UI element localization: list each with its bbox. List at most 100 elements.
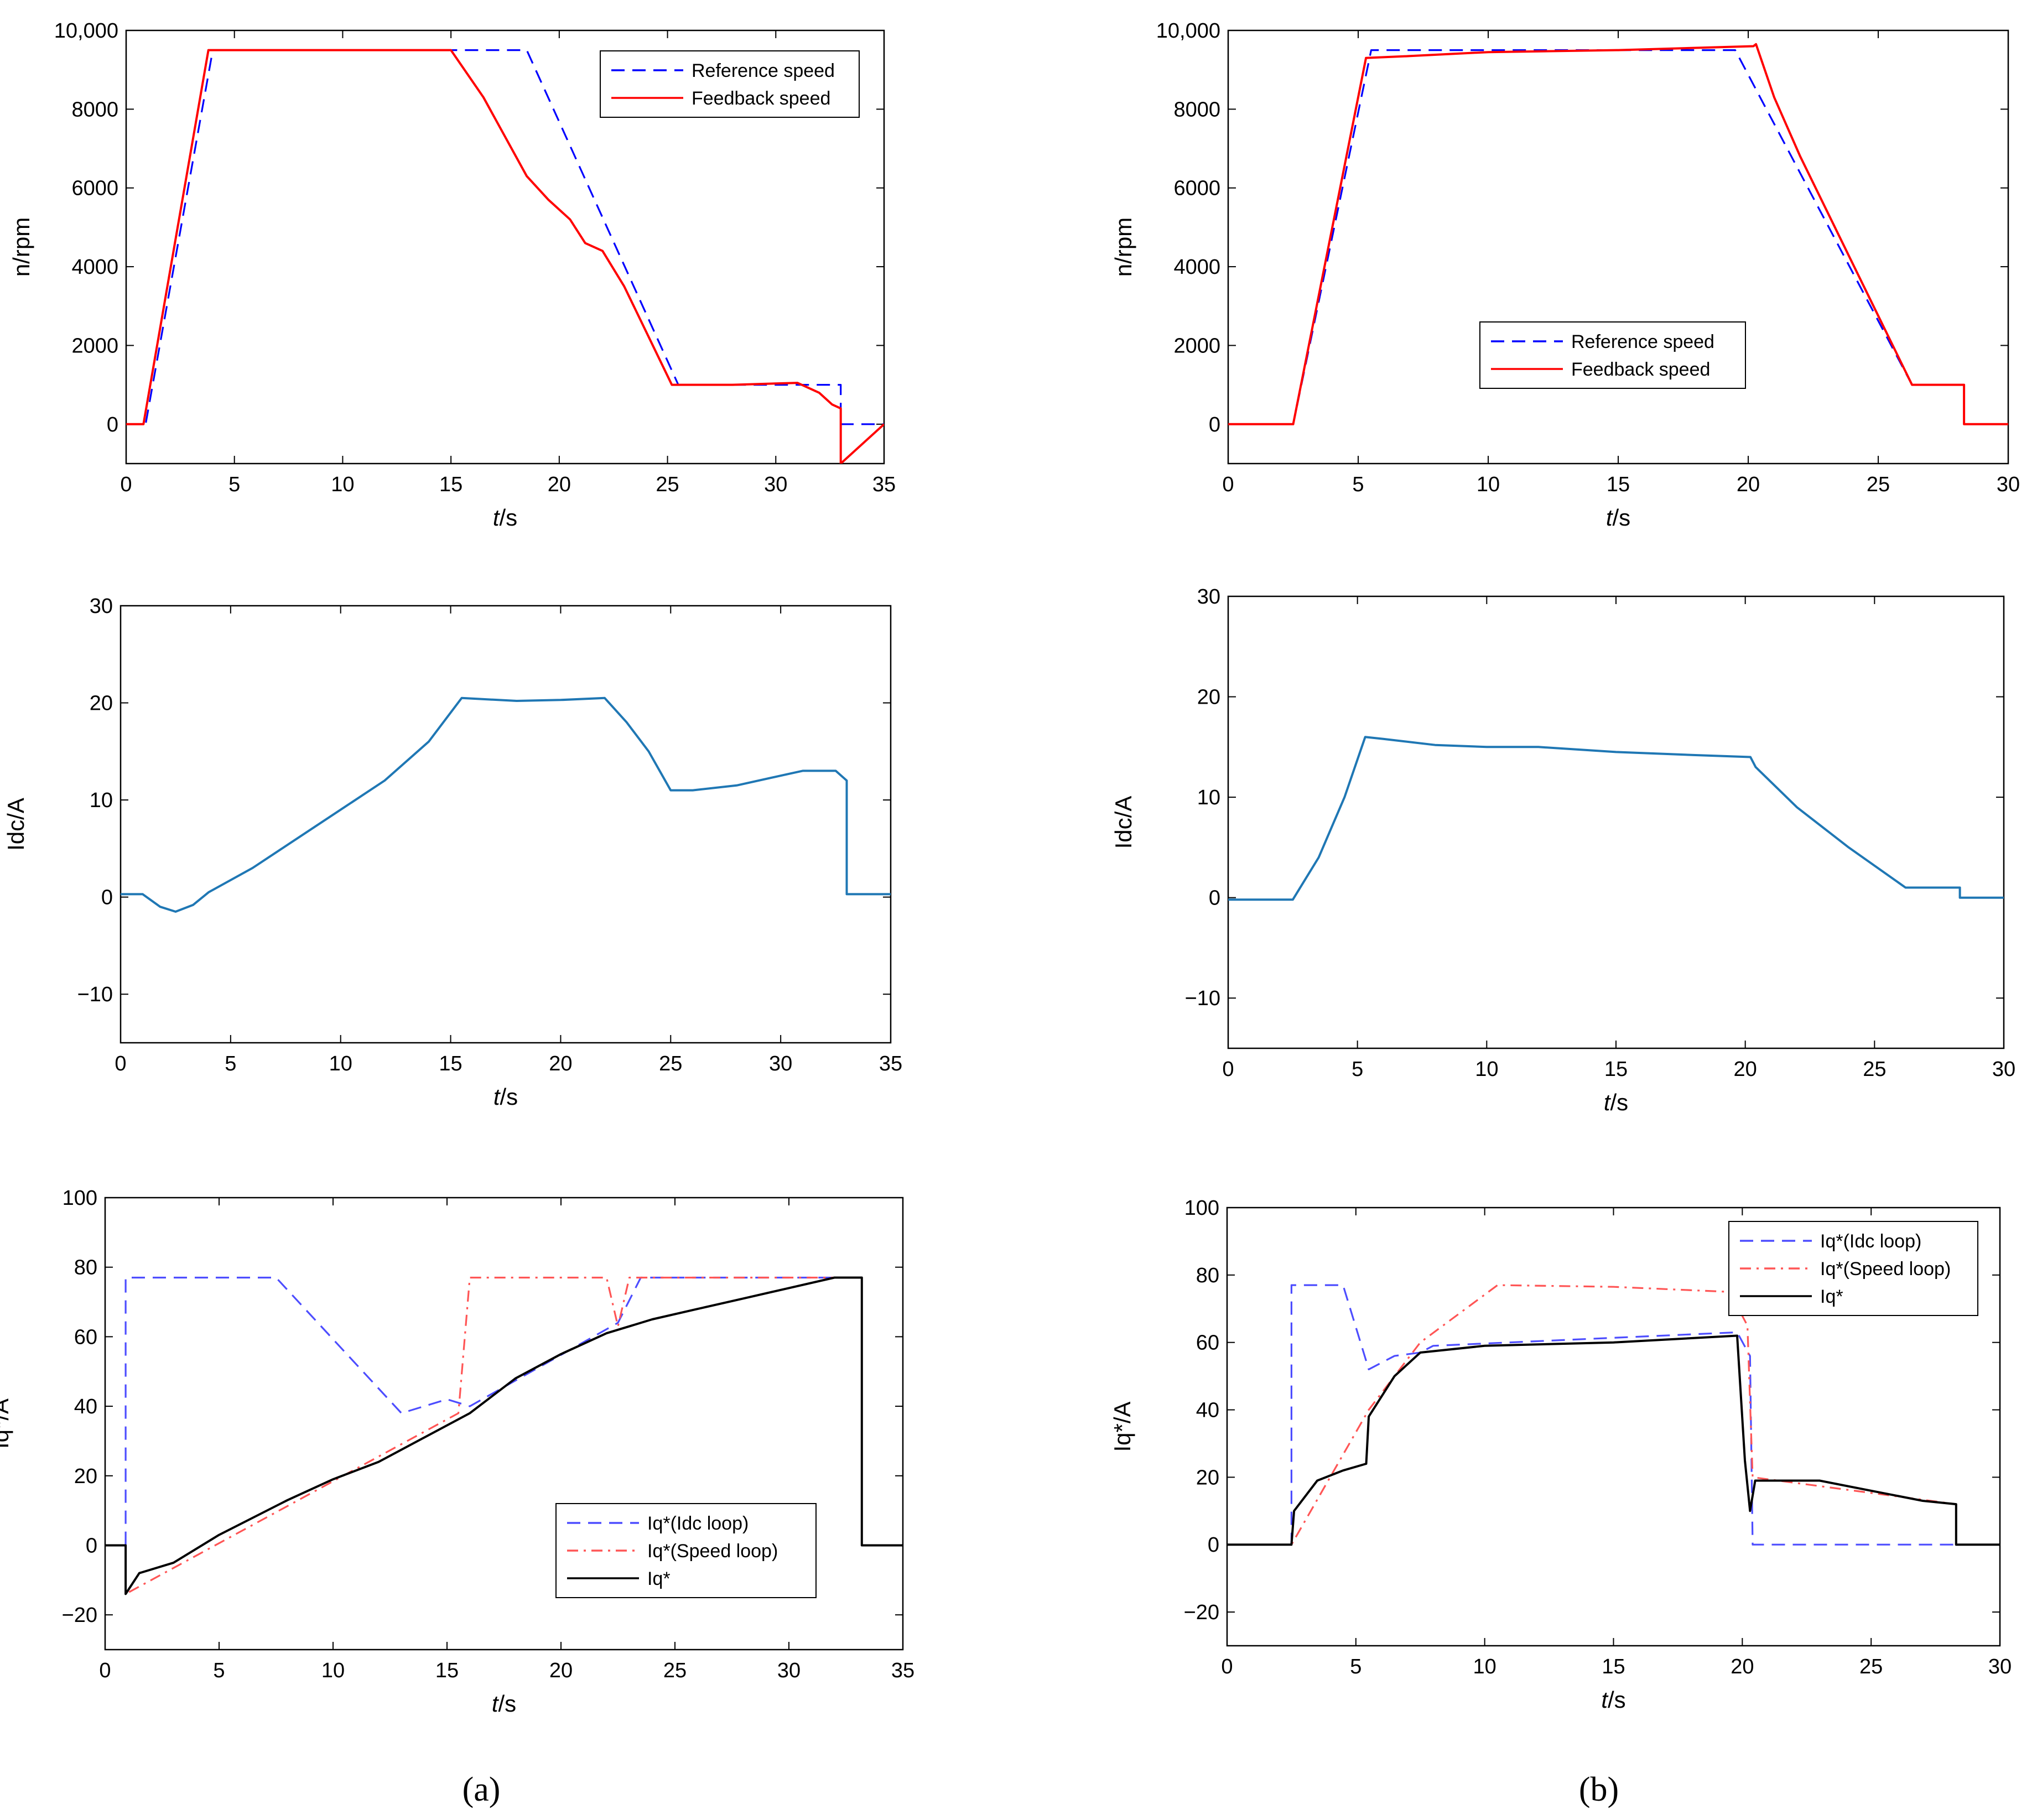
x-axis-label: t/s	[492, 1691, 516, 1717]
y-tick-label: 60	[74, 1325, 97, 1349]
legend-label: Reference speed	[1571, 331, 1714, 352]
y-axis-label: Iq*/A	[0, 1398, 13, 1449]
y-tick-label: 8000	[1173, 98, 1220, 121]
y-tick-label: −20	[1184, 1601, 1219, 1624]
x-tick-label: 5	[213, 1659, 225, 1682]
y-tick-label: 30	[90, 595, 113, 618]
chart-b-row1: 0 5 10 15 20 25 30 0 2000 4000 6000 8000 10,000 t/s n/…	[1110, 19, 2020, 531]
y-tick-label: 4000	[71, 256, 118, 279]
x-tick-label: 35	[891, 1659, 914, 1682]
y-axis-label: Iq*/A	[1109, 1401, 1135, 1452]
legend-label: Iq*	[1820, 1286, 1843, 1307]
y-tick-label: 0	[1209, 413, 1220, 436]
x-tick-label: 20	[1734, 1058, 1757, 1081]
x-tick-label: 10	[1473, 1655, 1496, 1678]
plot-frame	[1227, 595, 2005, 1049]
y-tick-label: 40	[1196, 1399, 1219, 1422]
legend-label: Iq*	[647, 1568, 671, 1589]
x-tick-label: 10	[329, 1052, 352, 1075]
series-line-feedback-speed	[126, 49, 884, 464]
legend-label: Iq*(Idc loop)	[647, 1513, 749, 1534]
x-axis-label: t/s	[1601, 1687, 1625, 1713]
x-tick-label: 5	[225, 1052, 236, 1075]
y-tick-label: 10	[90, 789, 113, 812]
series-group	[1228, 43, 2008, 425]
chart-a-row2: 0 5 10 15 20 25 30 35 −10 0 10 20 30 t/s Idc/A	[3, 595, 902, 1110]
legend-label: Iq*(Speed loop)	[647, 1541, 778, 1562]
y-tick-label: 8000	[71, 98, 118, 121]
x-axis-label: t/s	[1606, 505, 1630, 531]
y-tick-label: 0	[86, 1534, 97, 1557]
x-tick-label: 15	[439, 473, 463, 496]
x-tick-label: 35	[872, 473, 896, 496]
legend-label: Feedback speed	[692, 88, 830, 109]
y-tick-label: 6000	[71, 177, 118, 200]
series-group	[105, 1276, 903, 1595]
y-tick-label: 20	[1196, 1466, 1219, 1489]
y-axis-label: Idc/A	[3, 798, 29, 851]
y-tick-label: 20	[90, 692, 113, 715]
x-tick-label: 0	[1221, 1655, 1233, 1678]
y-tick-label: 0	[1208, 1533, 1219, 1557]
x-tick-label: 15	[1602, 1655, 1625, 1678]
x-tick-label: 25	[1867, 473, 1890, 496]
x-tick-label: 25	[659, 1052, 682, 1075]
legend-box	[1479, 321, 1746, 389]
y-tick-label: −20	[62, 1604, 97, 1627]
series-line-iq-	[1227, 1334, 2000, 1546]
x-tick-label: 0	[115, 1052, 126, 1075]
x-tick-label: 25	[663, 1659, 687, 1682]
plot-frame	[119, 605, 892, 1044]
series-line-iq-idc-loop-	[1227, 1284, 2000, 1546]
series-line-iq-	[105, 1276, 903, 1595]
x-tick-label: 0	[99, 1659, 111, 1682]
x-tick-label: 15	[435, 1659, 459, 1682]
y-tick-label: 20	[74, 1465, 97, 1488]
x-tick-label: 30	[1992, 1058, 2015, 1081]
x-tick-label: 5	[1352, 1058, 1363, 1081]
series-line-iq-speed-loop-	[1227, 1284, 2000, 1546]
y-tick-label: 80	[74, 1256, 97, 1280]
x-axis-label: t/s	[1604, 1089, 1628, 1115]
x-tick-label: 0	[1222, 1058, 1234, 1081]
x-tick-label: 5	[1352, 473, 1364, 496]
legend-label: Reference speed	[692, 60, 835, 81]
series-group	[1227, 1284, 2000, 1546]
y-tick-label: 2000	[71, 334, 118, 357]
y-tick-label: 0	[1209, 887, 1220, 910]
x-axis-label: t/s	[493, 505, 517, 531]
y-tick-label: 10,000	[54, 19, 118, 43]
x-tick-label: 30	[1988, 1655, 2012, 1678]
x-tick-label: 30	[764, 473, 787, 496]
x-tick-label: 0	[1222, 473, 1234, 496]
legend: Iq*(Idc loop) Iq*(Speed loop) Iq*	[1728, 1221, 1978, 1316]
panel-label-a: (a)	[463, 1771, 501, 1808]
y-tick-label: 40	[74, 1395, 97, 1418]
plot-frame	[1227, 29, 2009, 465]
x-tick-label: 5	[228, 473, 240, 496]
x-tick-label: 10	[331, 473, 354, 496]
x-tick-label: 30	[777, 1659, 801, 1682]
y-tick-label: 30	[1197, 585, 1220, 609]
y-tick-label: 2000	[1173, 334, 1220, 357]
x-tick-label: 25	[1863, 1058, 1886, 1081]
y-tick-label: 100	[63, 1187, 97, 1210]
legend: Reference speed Feedback speed	[1479, 321, 1746, 389]
y-tick-label: −10	[77, 983, 113, 1006]
y-tick-label: 10,000	[1156, 19, 1220, 43]
legend: Iq*(Idc loop) Iq*(Speed loop) Iq*	[555, 1503, 817, 1598]
series-group	[1228, 736, 2004, 901]
legend-label: Iq*(Idc loop)	[1820, 1231, 1921, 1252]
plot-frame	[125, 29, 885, 465]
chart-b-row2: 0 5 10 15 20 25 30 −10 0 10 20 30 t/s Idc/A	[1110, 585, 2015, 1115]
chart-a-row3: 0 5 10 15 20 25 30 35 −20 0 20 40 60 80 100 t/s Iq*/A Iq*…	[0, 1187, 914, 1717]
series-line-idc	[1228, 736, 2004, 901]
y-tick-label: 60	[1196, 1332, 1219, 1355]
chart-b-row3: 0 5 10 15 20 25 30 −20 0 20 40 60 80 100 t/s Iq*/A Iq*(I…	[1109, 1197, 2012, 1713]
x-tick-label: 20	[549, 1052, 572, 1075]
x-tick-label: 30	[769, 1052, 792, 1075]
x-tick-label: 5	[1350, 1655, 1362, 1678]
legend-label: Iq*(Speed loop)	[1820, 1259, 1951, 1280]
